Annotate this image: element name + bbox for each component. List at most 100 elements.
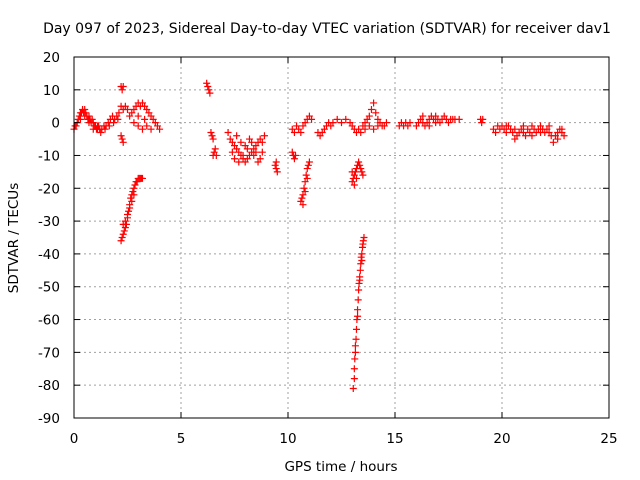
data-point	[271, 161, 279, 169]
y-tick-label: -20	[38, 181, 60, 197]
data-point	[258, 138, 266, 146]
y-tick-label: 0	[51, 116, 60, 132]
data-point	[105, 122, 113, 130]
data-point	[124, 211, 131, 219]
data-point	[357, 260, 365, 268]
x-axis-label: GPS time / hours	[284, 459, 397, 475]
series-arc-19-23h	[489, 122, 568, 146]
data-point	[143, 122, 151, 130]
data-point	[231, 155, 238, 163]
data-point	[478, 119, 486, 127]
data-point	[352, 325, 360, 333]
data-point	[206, 89, 214, 97]
series-arc-dip-3	[348, 158, 367, 189]
data-point	[114, 115, 122, 123]
series-arc-10h	[288, 122, 303, 163]
data-point	[356, 161, 364, 169]
data-point	[117, 237, 125, 245]
data-point	[211, 145, 219, 153]
data-point	[298, 194, 306, 202]
data-point	[130, 191, 138, 199]
data-point	[359, 237, 367, 245]
data-point	[118, 135, 126, 143]
data-point	[302, 171, 310, 179]
y-tick-label: -40	[38, 247, 60, 263]
data-point	[237, 138, 245, 146]
data-point	[207, 128, 215, 136]
series-arc-19h	[477, 115, 487, 127]
data-point	[290, 128, 298, 136]
series-arc-dip-2	[297, 158, 313, 209]
data-point	[359, 171, 367, 179]
y-axis-label: SDTVAR / TECUs	[6, 183, 22, 293]
data-point	[82, 109, 90, 117]
data-point	[370, 125, 378, 133]
data-point	[354, 296, 362, 304]
series-arc-15-18h	[395, 112, 463, 130]
y-tick-label: -50	[38, 280, 60, 296]
data-point	[353, 316, 361, 324]
data-point	[351, 348, 359, 356]
data-point	[354, 312, 362, 320]
data-point	[303, 165, 311, 173]
data-point	[357, 165, 365, 173]
data-point	[350, 375, 358, 383]
data-point	[406, 119, 414, 127]
data-point	[365, 112, 373, 120]
data-point	[81, 112, 89, 120]
data-point	[239, 151, 247, 159]
x-tick-label: 25	[600, 431, 617, 447]
data-point	[360, 234, 368, 241]
data-point	[212, 151, 220, 159]
data-point	[101, 125, 109, 133]
data-point	[511, 125, 519, 133]
data-point	[352, 174, 360, 182]
data-point	[138, 125, 146, 133]
data-point	[233, 132, 241, 140]
data-point	[119, 83, 127, 91]
series-arc-11h	[297, 112, 328, 140]
series-arc-deep-dip	[349, 234, 368, 392]
data-point	[241, 142, 249, 150]
data-point	[297, 128, 305, 136]
data-point	[250, 151, 258, 159]
data-point	[432, 112, 440, 120]
series-arc-12-13h	[323, 99, 390, 136]
plot-frame	[73, 56, 610, 419]
data-point	[372, 109, 380, 117]
data-point	[119, 138, 127, 146]
data-point	[425, 122, 433, 130]
data-point	[554, 135, 562, 143]
y-tick-label: 20	[43, 50, 60, 66]
data-point	[419, 112, 427, 120]
data-point	[549, 138, 557, 146]
data-point	[354, 306, 362, 314]
data-point	[370, 99, 378, 107]
data-point	[382, 119, 390, 127]
data-point	[338, 119, 345, 127]
data-point	[479, 115, 487, 123]
data-point	[118, 234, 126, 241]
data-point	[301, 188, 309, 196]
data-point	[361, 125, 369, 133]
data-point	[511, 135, 519, 143]
grid	[74, 57, 609, 418]
data-point	[130, 119, 138, 127]
data-point	[560, 132, 568, 140]
data-point	[115, 109, 123, 117]
data-point	[558, 125, 566, 133]
data-point	[299, 201, 307, 209]
data-point	[81, 106, 89, 114]
y-tick-label: -90	[38, 411, 60, 427]
data-point	[118, 86, 126, 94]
data-point	[88, 115, 96, 123]
data-point	[502, 122, 510, 130]
data-point	[126, 204, 134, 212]
data-point	[374, 122, 382, 130]
data-point	[303, 174, 311, 182]
x-tick-label: 5	[177, 431, 186, 447]
data-point	[365, 122, 373, 130]
data-point	[273, 168, 281, 176]
data-point	[355, 279, 363, 287]
series-arc-early	[70, 102, 131, 136]
